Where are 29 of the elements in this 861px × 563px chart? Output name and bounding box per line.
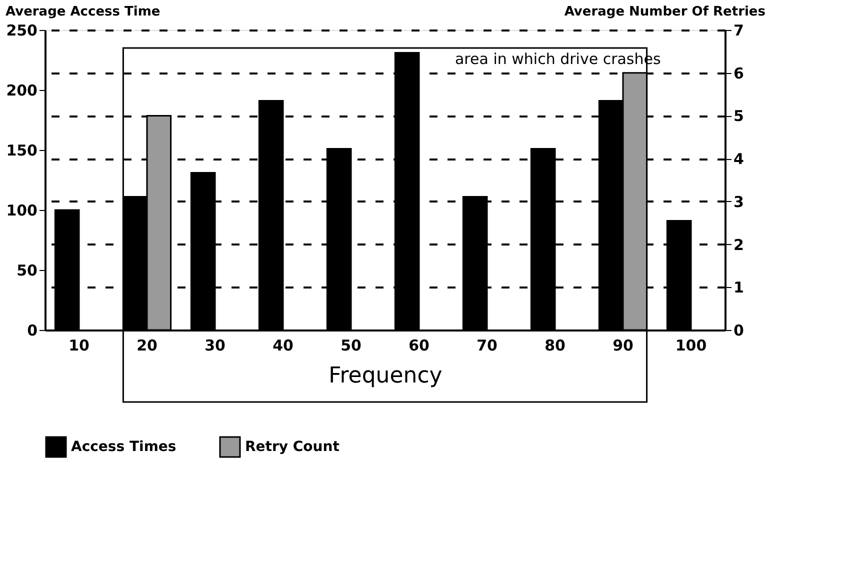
x-tick-label: 80	[544, 336, 566, 354]
y2-tick-label: 3	[734, 192, 744, 211]
legend-label: Retry Count	[245, 439, 340, 455]
x-tick-label: 90	[612, 336, 634, 354]
y2-tick-label: 6	[734, 64, 744, 82]
y2-tick-label: 5	[734, 107, 744, 126]
y-axis-title: Average Access Time	[6, 4, 160, 20]
x-tick-label: 20	[136, 336, 158, 354]
y-tick-label: 50	[16, 262, 38, 280]
y2-tick-label: 4	[734, 150, 744, 168]
y2-tick-label: 0	[734, 322, 744, 340]
y2-tick-label: 1	[734, 278, 744, 297]
y-tick-label: 200	[6, 82, 38, 100]
legend-label: Access Times	[71, 439, 176, 455]
y2-axis-title: Average Number Of Retries	[564, 4, 766, 20]
y-tick-label: 150	[6, 142, 38, 160]
x-tick-label: 50	[340, 336, 362, 354]
x-tick-label: 100	[675, 336, 707, 354]
x-tick-label: 60	[408, 336, 430, 354]
x-tick-label: 30	[204, 336, 226, 354]
x-tick-label: 70	[476, 336, 498, 354]
x-tick-label: 40	[272, 336, 294, 354]
y2-tick-label: 2	[734, 236, 744, 254]
y-tick-label: 0	[27, 322, 38, 340]
y2-tick-label: 7	[734, 22, 744, 40]
y-tick-label: 250	[6, 22, 38, 40]
y-tick-label: 100	[6, 202, 38, 220]
x-axis-title: Frequency	[328, 364, 442, 388]
x-tick-label: 10	[68, 336, 90, 354]
